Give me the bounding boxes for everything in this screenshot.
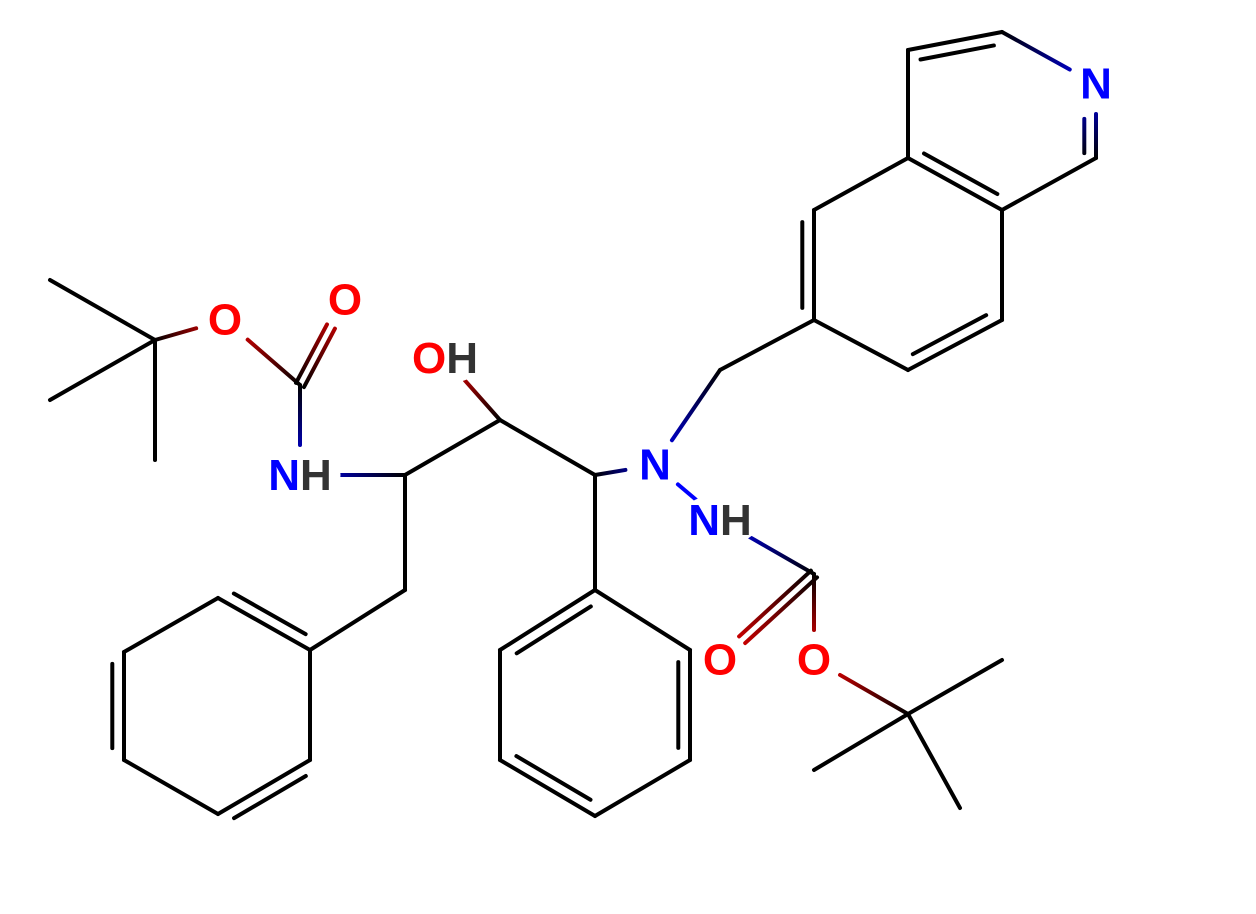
bond <box>218 760 310 814</box>
bond <box>908 714 960 808</box>
bond <box>124 760 218 814</box>
bond <box>908 660 1002 714</box>
atom-label-O18: OH <box>412 334 478 383</box>
bond <box>814 158 908 210</box>
atom-label-N42: N <box>1080 60 1112 109</box>
bond <box>465 380 500 420</box>
bond <box>248 340 300 385</box>
atom-label-N20: N <box>639 441 671 490</box>
bond <box>746 535 814 574</box>
bond <box>595 470 625 475</box>
bond <box>124 598 218 652</box>
bonds-layer <box>50 32 1096 818</box>
bond <box>310 590 405 650</box>
bond <box>218 598 310 650</box>
bond <box>405 420 500 475</box>
bond <box>50 280 155 340</box>
atom-label-O31: O <box>797 636 831 685</box>
bond <box>739 571 811 637</box>
bond <box>908 158 1002 210</box>
atom-label-N28: NH <box>688 496 752 545</box>
atom-label-O5: O <box>208 296 242 345</box>
bond <box>814 714 908 770</box>
bond <box>814 320 908 370</box>
bond <box>517 606 591 653</box>
bond <box>720 320 814 370</box>
bond <box>500 760 595 816</box>
bond <box>840 675 908 714</box>
label-mask-layer <box>200 59 1122 686</box>
bond <box>908 320 1002 370</box>
atom-label-O30: O <box>703 636 737 685</box>
bond <box>1002 32 1070 69</box>
bond <box>50 340 155 400</box>
bond <box>1002 158 1096 210</box>
bond <box>672 370 720 440</box>
atom-label-O7: O <box>328 276 362 325</box>
bond <box>595 760 690 816</box>
bond <box>595 590 690 650</box>
labels-layer: O O NH OH N NH O O N <box>208 60 1112 685</box>
bond <box>500 590 595 650</box>
bond <box>155 328 196 340</box>
bond <box>500 420 595 475</box>
bond <box>745 577 817 643</box>
atom-label-N8: NH <box>268 451 332 500</box>
bond <box>921 45 994 59</box>
